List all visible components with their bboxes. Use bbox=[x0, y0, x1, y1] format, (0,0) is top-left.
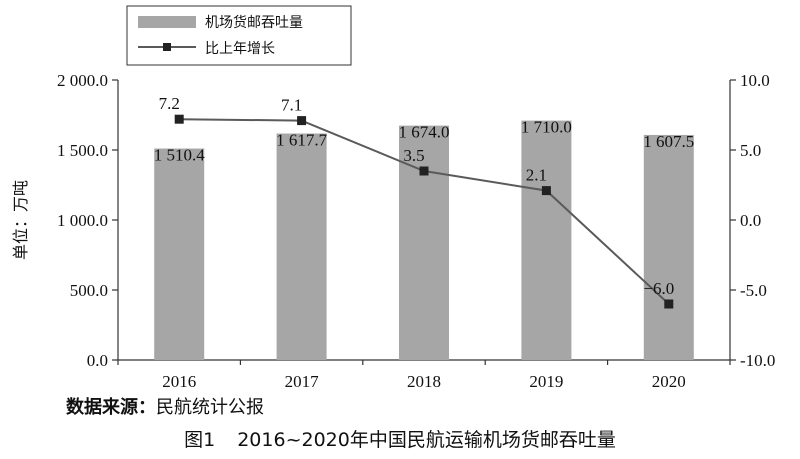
line-point bbox=[297, 116, 307, 126]
left-ticks: 0.0 500.0 1 000.0 1 500.0 2 000.0 bbox=[57, 71, 118, 370]
x-tick-label: 2017 bbox=[285, 372, 320, 391]
right-tick-label: 0.0 bbox=[740, 211, 761, 230]
bar-value-label: 1 617.7 bbox=[276, 131, 328, 150]
right-ticks: -10.0 -5.0 0.0 5.0 10.0 bbox=[730, 71, 775, 370]
x-tick-label: 2019 bbox=[529, 372, 563, 391]
source-note: 数据来源：民航统计公报 bbox=[66, 393, 264, 419]
left-tick-label: 500.0 bbox=[70, 281, 108, 300]
left-tick-label: 2 000.0 bbox=[57, 71, 108, 90]
x-ticks: 2016 2017 2018 2019 2020 bbox=[117, 360, 731, 391]
right-tick-label: 5.0 bbox=[740, 141, 761, 160]
bar-value-label: 1 710.0 bbox=[521, 118, 572, 137]
legend-line-label: 比上年增长 bbox=[205, 41, 275, 57]
left-tick-label: 1 000.0 bbox=[57, 211, 108, 230]
legend: 机场货邮吞吐量 比上年增长 bbox=[126, 5, 352, 66]
line-value-label: 7.2 bbox=[159, 94, 180, 113]
line-value-label: 7.1 bbox=[281, 96, 302, 115]
caption-text: 2016~2020年中国民航运输机场货邮吞吐量 bbox=[237, 429, 616, 451]
bar-value-label: 1 674.0 bbox=[399, 123, 450, 142]
bar-labels: 1 510.4 1 617.7 1 674.0 1 710.0 1 607.5 bbox=[154, 118, 695, 165]
bar bbox=[521, 120, 572, 360]
y-axis-title: 单位：万吨 bbox=[11, 180, 30, 260]
legend-frame bbox=[126, 5, 352, 66]
x-tick-label: 2018 bbox=[407, 372, 441, 391]
line-labels: 7.2 7.1 3.5 2.1 −6.0 bbox=[159, 94, 675, 298]
bar bbox=[154, 148, 205, 360]
bar bbox=[276, 133, 327, 360]
left-tick-label: 1 500.0 bbox=[57, 141, 108, 160]
x-tick-label: 2020 bbox=[652, 372, 686, 391]
legend-marker-swatch bbox=[163, 43, 171, 51]
line-value-label: 3.5 bbox=[403, 146, 424, 165]
left-tick-label: 0.0 bbox=[87, 351, 108, 370]
line-value-label: 2.1 bbox=[526, 166, 547, 185]
right-tick-label: 10.0 bbox=[740, 71, 770, 90]
bar bbox=[643, 134, 694, 360]
line-point bbox=[541, 186, 551, 196]
x-tick-label: 2016 bbox=[162, 372, 196, 391]
line-value-label: −6.0 bbox=[643, 279, 674, 298]
line-point bbox=[419, 166, 429, 176]
legend-bar-swatch bbox=[138, 16, 196, 28]
source-label: 数据来源： bbox=[66, 397, 156, 418]
right-tick-label: -10.0 bbox=[740, 351, 775, 370]
legend-bar-label: 机场货邮吞吐量 bbox=[205, 14, 303, 31]
line-series bbox=[174, 114, 674, 309]
bar-value-label: 1 607.5 bbox=[643, 132, 694, 151]
figure-caption: 图1 2016~2020年中国民航运输机场货邮吞吐量 bbox=[0, 425, 800, 452]
bar-value-label: 1 510.4 bbox=[154, 146, 206, 165]
line-point bbox=[664, 299, 674, 309]
line-point bbox=[174, 114, 184, 124]
caption-number: 图1 bbox=[184, 429, 216, 451]
right-tick-label: -5.0 bbox=[740, 281, 767, 300]
source-value: 民航统计公报 bbox=[156, 397, 264, 418]
